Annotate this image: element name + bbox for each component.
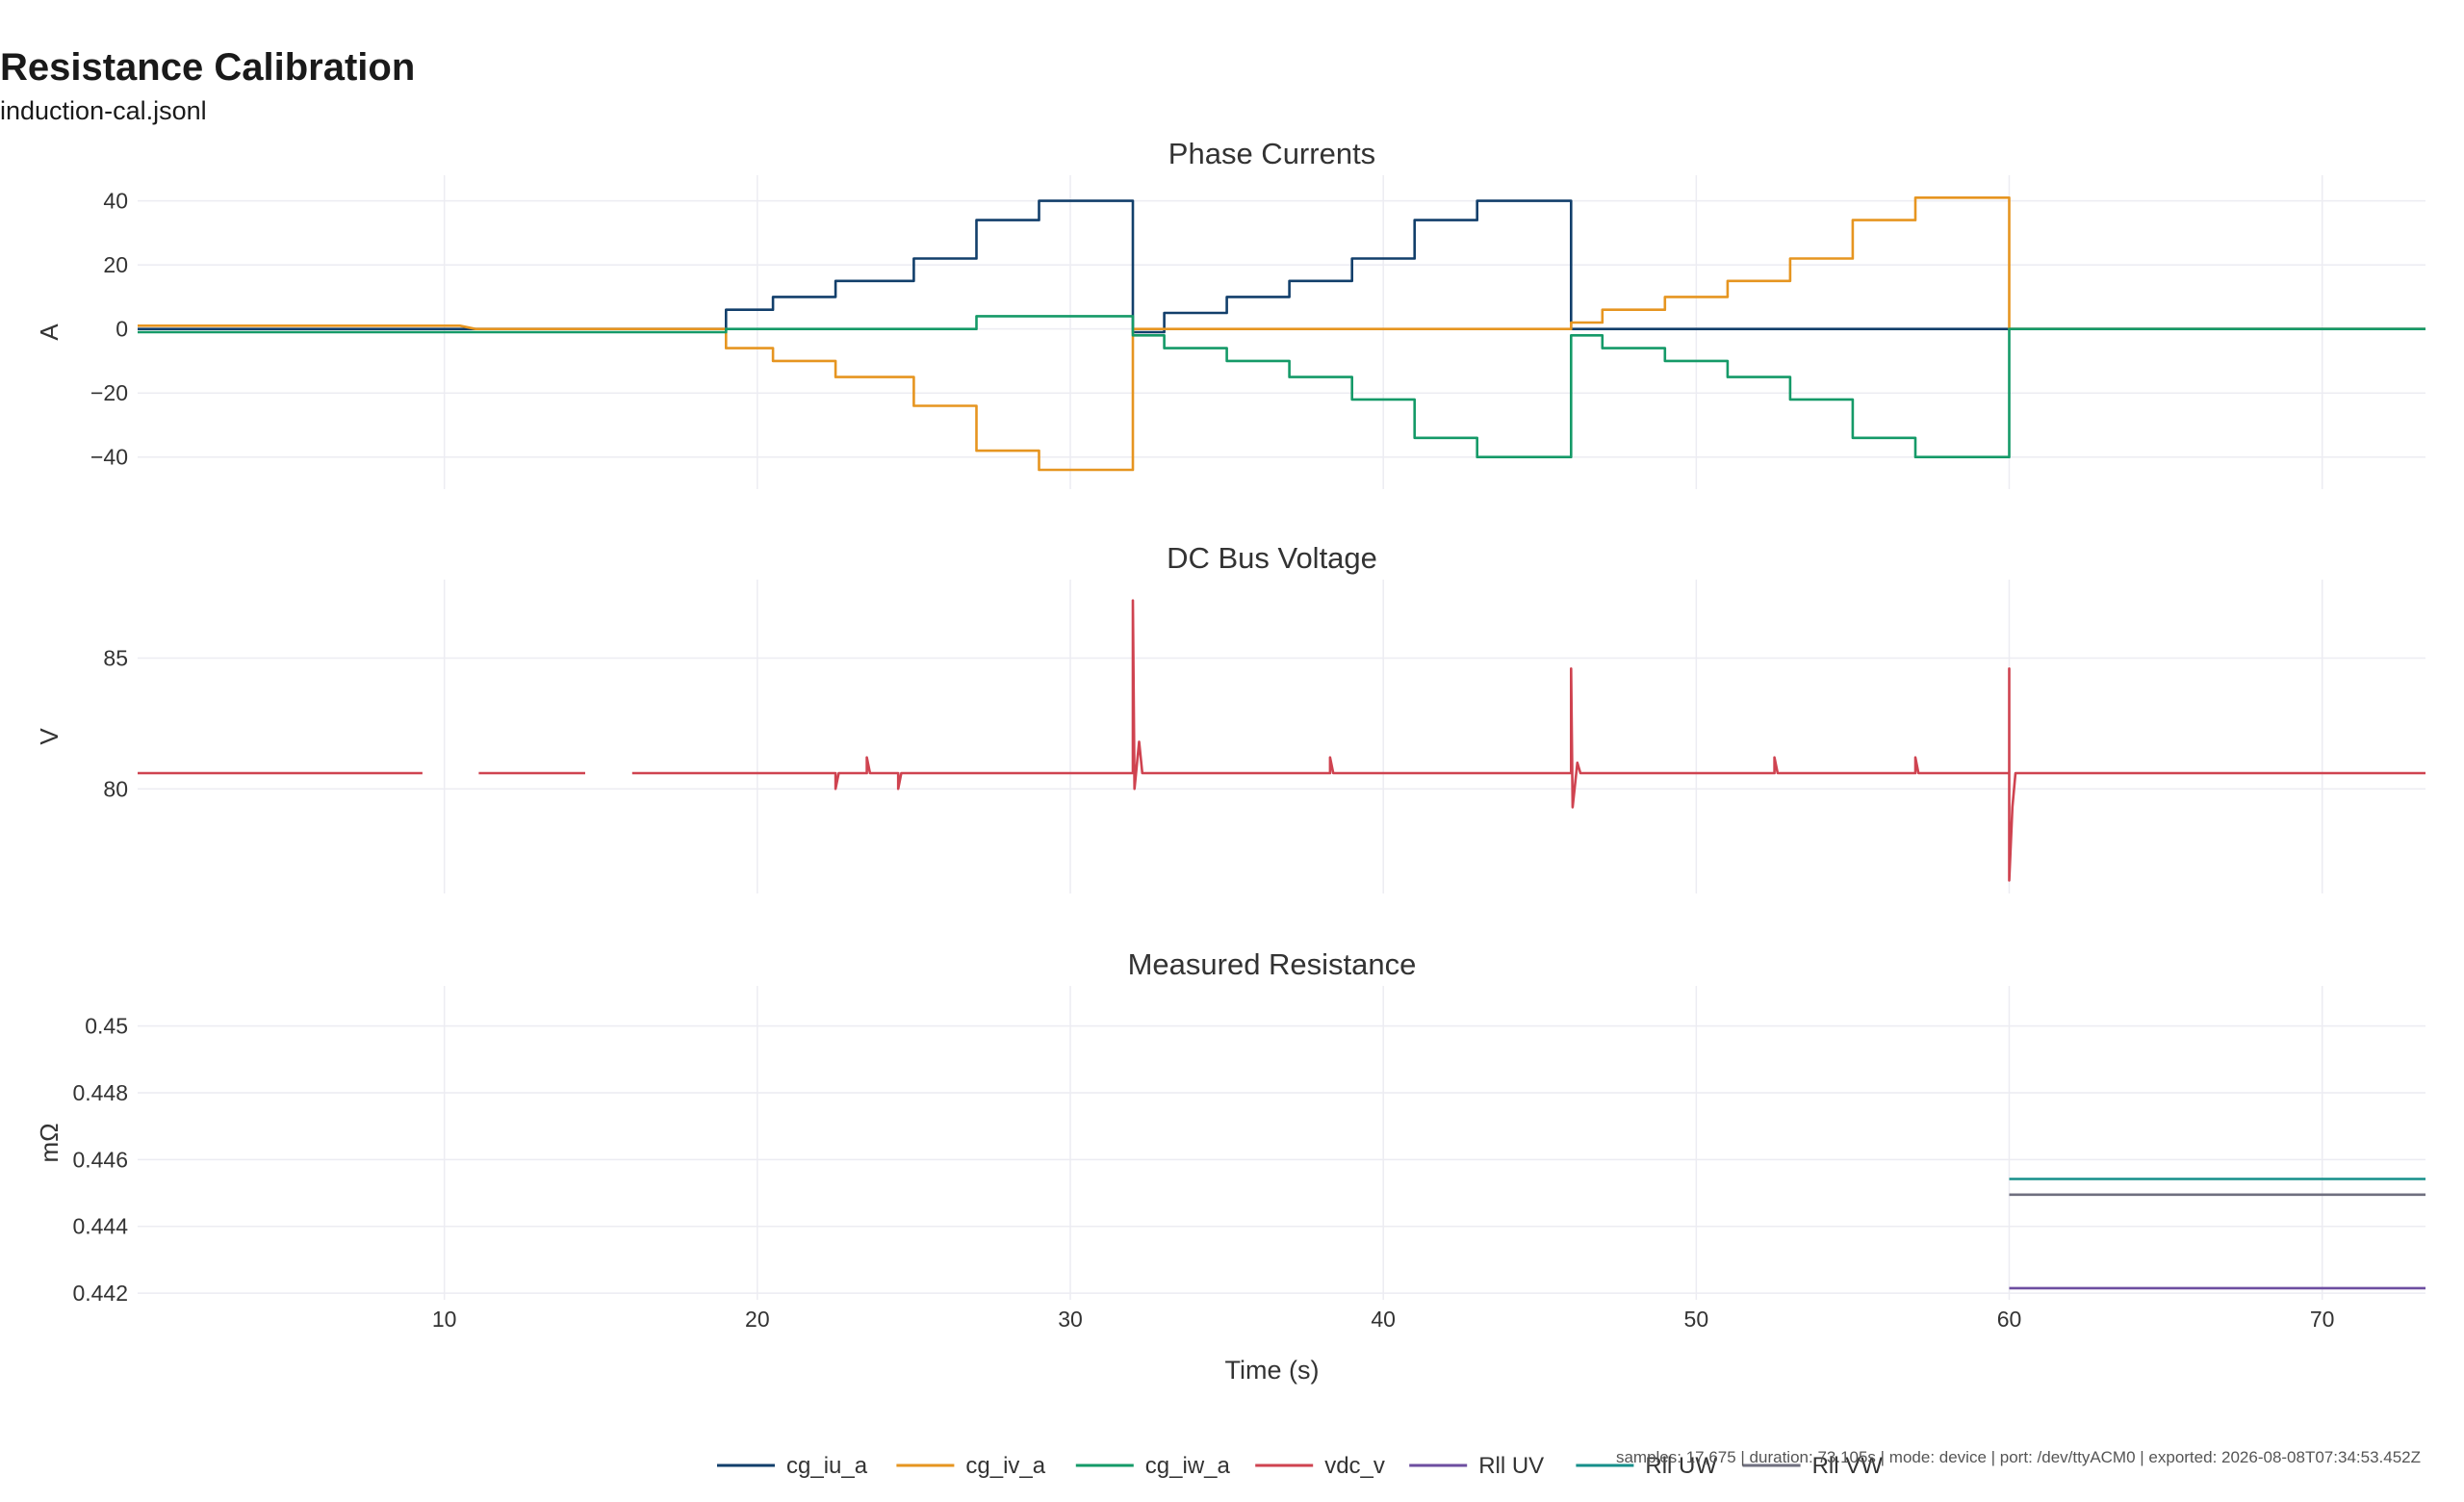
panel-title: Measured Resistance (1128, 947, 1417, 981)
y-axis-label: A (35, 324, 64, 341)
x-tick-label: 20 (745, 1307, 770, 1332)
y-tick-label: 0.446 (72, 1147, 128, 1172)
y-tick-label: −40 (90, 445, 128, 470)
panel-title: Phase Currents (1168, 137, 1375, 170)
legend-item: Rll UV (1478, 1453, 1544, 1479)
series-line-cg_iv_a (138, 196, 2426, 472)
y-tick-label: 0.444 (72, 1214, 128, 1239)
series-line-cg_iw_a (138, 315, 2426, 458)
y-tick-label: −20 (90, 380, 128, 405)
series-line-cg_iu_a (138, 199, 2426, 334)
legend-item: cg_iv_a (965, 1453, 1045, 1479)
x-tick-label: 40 (1371, 1307, 1396, 1332)
x-tick-label: 60 (1997, 1307, 2022, 1332)
x-tick-label: 30 (1058, 1307, 1083, 1332)
x-tick-label: 10 (432, 1307, 457, 1332)
y-tick-label: 0.442 (72, 1281, 128, 1306)
legend-item: Rll VW (1812, 1453, 1884, 1479)
x-tick-label: 50 (1684, 1307, 1709, 1332)
legend-item: cg_iu_a (786, 1453, 868, 1479)
y-tick-label: 85 (103, 646, 128, 671)
series-line-vdc_v (138, 599, 2426, 882)
legend-item: Rll UW (1645, 1453, 1717, 1479)
export-info: samples: 17,675 | duration: 73.105s | mo… (1615, 1448, 2421, 1466)
x-axis-label: Time (s) (1225, 1356, 1320, 1385)
y-tick-label: 0.45 (85, 1014, 128, 1039)
page-title: Resistance Calibration (0, 46, 416, 89)
y-tick-label: 0.448 (72, 1080, 128, 1105)
legend-item: cg_iw_a (1145, 1453, 1231, 1479)
legend-item: vdc_v (1324, 1453, 1385, 1479)
panel-title: DC Bus Voltage (1167, 541, 1377, 575)
y-tick-label: 80 (103, 776, 128, 801)
file-name: induction-cal.jsonl (0, 96, 207, 125)
y-tick-label: 20 (103, 252, 128, 277)
x-tick-label: 70 (2310, 1307, 2335, 1332)
y-axis-label: V (35, 728, 64, 745)
y-axis-label: mΩ (35, 1123, 64, 1162)
y-tick-label: 40 (103, 189, 128, 214)
y-tick-label: 0 (116, 317, 128, 342)
